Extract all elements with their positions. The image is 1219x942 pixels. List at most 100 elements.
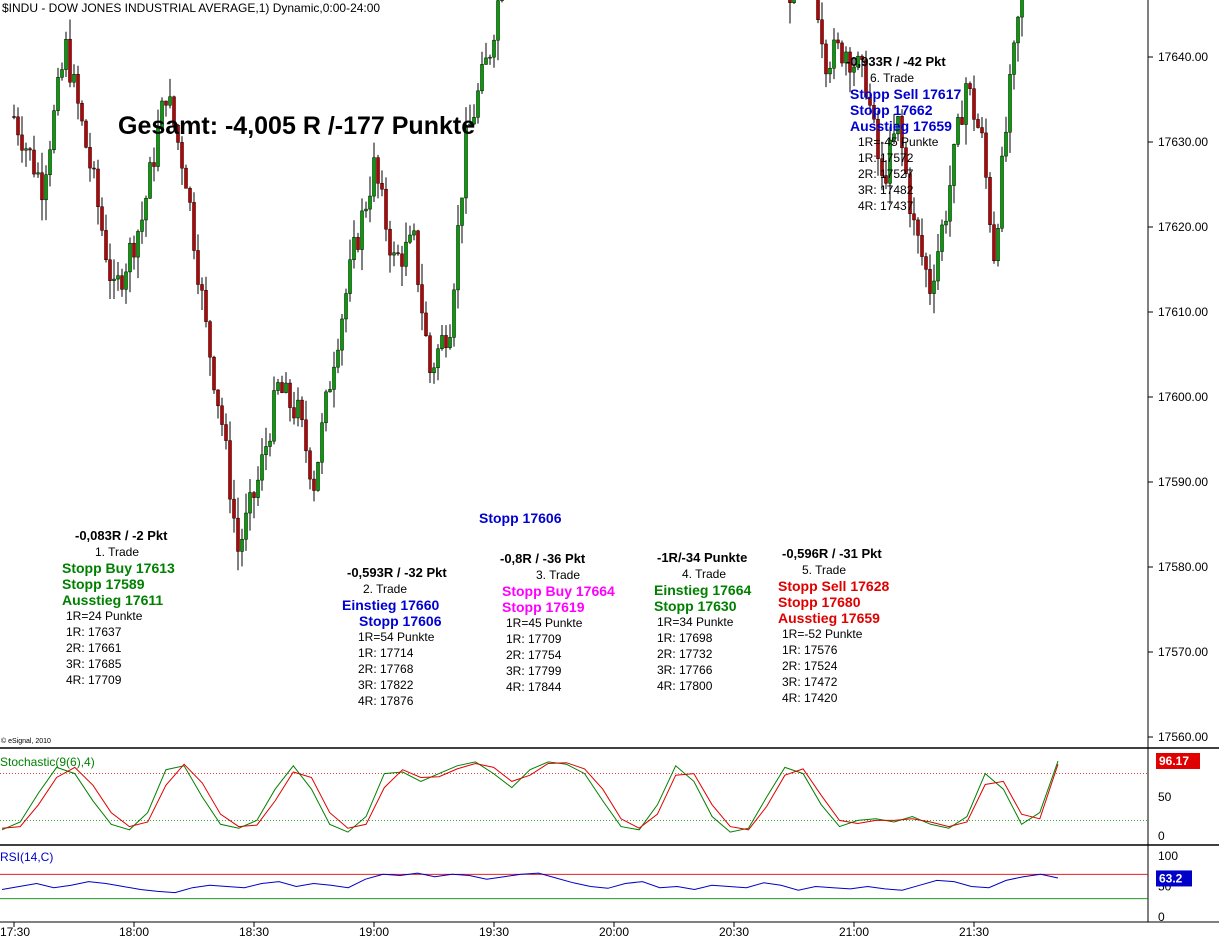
candle-body (128, 242, 132, 273)
candle-body (988, 177, 992, 225)
trade-target: 1R: 17714 (358, 646, 414, 660)
trade-target: 4R: 17800 (657, 679, 713, 693)
candle-body (324, 391, 328, 424)
candle-body (492, 39, 496, 58)
candle-body (424, 312, 428, 336)
x-tick-label: 17:30 (0, 925, 30, 939)
trade-target: 4R: 17709 (66, 673, 122, 687)
y-tick-label: 17570.00 (1158, 645, 1208, 659)
candle-body (1008, 74, 1012, 133)
candle-body (824, 43, 828, 75)
candle-body (844, 51, 848, 64)
trade-order: Stopp Buy 17613 (62, 560, 175, 576)
candle-body (904, 147, 908, 174)
candle-body (992, 224, 996, 262)
candle-body (48, 149, 52, 175)
candle-body (272, 390, 276, 442)
candle-body (900, 116, 904, 149)
candle-body (396, 252, 400, 255)
candle-body (912, 213, 916, 221)
candle-body (972, 88, 976, 120)
trade-target: 4R: 17844 (506, 680, 562, 694)
trade-target: 1R: 17698 (657, 631, 713, 645)
candle-body (916, 219, 920, 236)
candle-body (20, 134, 24, 151)
trade-order: Stopp 17662 (850, 102, 933, 118)
candle-body (276, 382, 280, 391)
candle-body (852, 66, 856, 73)
candle-body (444, 335, 448, 348)
candle-body (40, 172, 44, 201)
candle-body (340, 318, 344, 351)
candle-body (208, 321, 212, 358)
candle-body (60, 69, 64, 78)
candle-body (332, 366, 336, 390)
candle-body (436, 348, 440, 369)
candle-body (940, 224, 944, 252)
stochastic-value-tag (1156, 752, 1200, 769)
trade-order: Stopp 17606 (359, 613, 442, 629)
trade-name: 1. Trade (95, 545, 140, 559)
candle-body (948, 185, 952, 222)
candle-body (68, 38, 72, 83)
trade-risk: 1R=24 Punkte (66, 609, 143, 623)
candle-body (52, 110, 56, 150)
y-tick-label: 17590.00 (1158, 475, 1208, 489)
trade-target: 1R: 17637 (66, 625, 122, 639)
trade-result: -0,593R / -32 Pkt (347, 565, 447, 580)
rsi-value-tag (1156, 870, 1192, 887)
candle-body (80, 103, 84, 122)
candle-body (164, 100, 168, 106)
candle-body (160, 100, 164, 129)
candle-body (892, 133, 896, 141)
trade-target: 2R: 17732 (657, 647, 713, 661)
candle-body (976, 119, 980, 128)
candle-body (148, 162, 152, 199)
candle-body (140, 219, 144, 232)
trade-result: -0,083R / -2 Pkt (75, 528, 168, 543)
candle-body (188, 188, 192, 203)
stochastic-tick-label: 50 (1158, 790, 1172, 804)
chart-title: $INDU - DOW JONES INDUSTRIAL AVERAGE,1) … (2, 1, 381, 15)
candle-body (132, 242, 136, 258)
trade-target: 3R: 17822 (358, 678, 414, 692)
candle-body (168, 96, 172, 106)
candle-body (464, 124, 468, 199)
candle-body (896, 116, 900, 135)
candle-body (964, 83, 968, 125)
candle-body (412, 230, 416, 236)
candle-body (428, 335, 432, 374)
candle-body (792, 0, 796, 3)
candle-body (24, 148, 28, 151)
trade-annotation: -0,8R / -36 Pkt 3. Trade Stopp Buy 17664 St… (500, 551, 615, 695)
trade-target: 1R: 17572 (858, 151, 914, 165)
candle-body (216, 389, 220, 407)
trade-result: -0,596R / -31 Pkt (782, 546, 882, 561)
candle-body (388, 228, 392, 256)
trade-order: Stopp Buy 17664 (502, 583, 615, 599)
candle-body (1012, 42, 1016, 75)
candle-body (980, 127, 984, 134)
x-tick-label: 19:00 (359, 925, 389, 939)
candle-body (300, 399, 304, 421)
candle-body (248, 492, 252, 514)
candle-body (296, 399, 300, 419)
trade-annotation: -0,593R / -32 Pkt 2. Trade Einstieg 17660 S… (342, 565, 447, 709)
candle-body (196, 250, 200, 285)
candle-body (392, 252, 396, 256)
trade-order: Ausstieg 17659 (778, 610, 880, 626)
candle-body (120, 275, 124, 290)
candle-body (64, 38, 68, 70)
trade-risk: 1R=-45 Punkte (858, 135, 939, 149)
x-tick-label: 21:00 (839, 925, 869, 939)
candle-body (832, 39, 836, 69)
x-tick-label: 20:30 (719, 925, 749, 939)
trade-target: 2R: 17524 (782, 659, 838, 673)
candle-body (380, 183, 384, 190)
candle-body (924, 256, 928, 270)
candle-body (88, 147, 92, 169)
trade-order: Stopp 17680 (778, 594, 861, 610)
candle-body (36, 172, 40, 175)
candle-body (828, 67, 832, 75)
